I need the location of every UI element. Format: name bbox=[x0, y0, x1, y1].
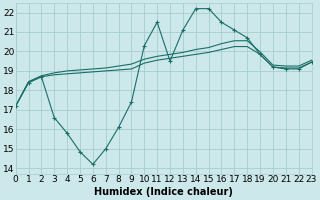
X-axis label: Humidex (Indice chaleur): Humidex (Indice chaleur) bbox=[94, 187, 233, 197]
